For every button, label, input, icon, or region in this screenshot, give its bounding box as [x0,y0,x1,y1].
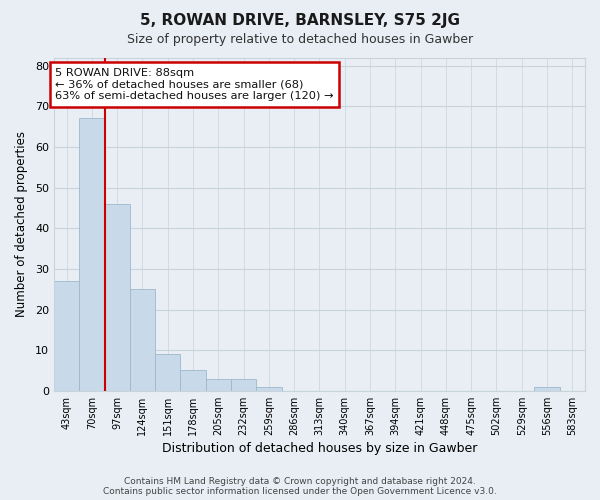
Bar [79,118,104,391]
Text: Contains HM Land Registry data © Crown copyright and database right 2024.: Contains HM Land Registry data © Crown c… [124,477,476,486]
Bar [535,387,560,391]
Bar [206,378,231,391]
Y-axis label: Number of detached properties: Number of detached properties [15,131,28,317]
Bar [130,289,155,391]
Text: Contains public sector information licensed under the Open Government Licence v3: Contains public sector information licen… [103,487,497,496]
Text: 5, ROWAN DRIVE, BARNSLEY, S75 2JG: 5, ROWAN DRIVE, BARNSLEY, S75 2JG [140,12,460,28]
Bar [54,281,79,391]
X-axis label: Distribution of detached houses by size in Gawber: Distribution of detached houses by size … [162,442,477,455]
Text: Size of property relative to detached houses in Gawber: Size of property relative to detached ho… [127,32,473,46]
Bar [155,354,181,391]
Bar [256,387,281,391]
Bar [181,370,206,391]
Bar [104,204,130,391]
Bar [231,378,256,391]
Text: 5 ROWAN DRIVE: 88sqm
← 36% of detached houses are smaller (68)
63% of semi-detac: 5 ROWAN DRIVE: 88sqm ← 36% of detached h… [55,68,334,101]
